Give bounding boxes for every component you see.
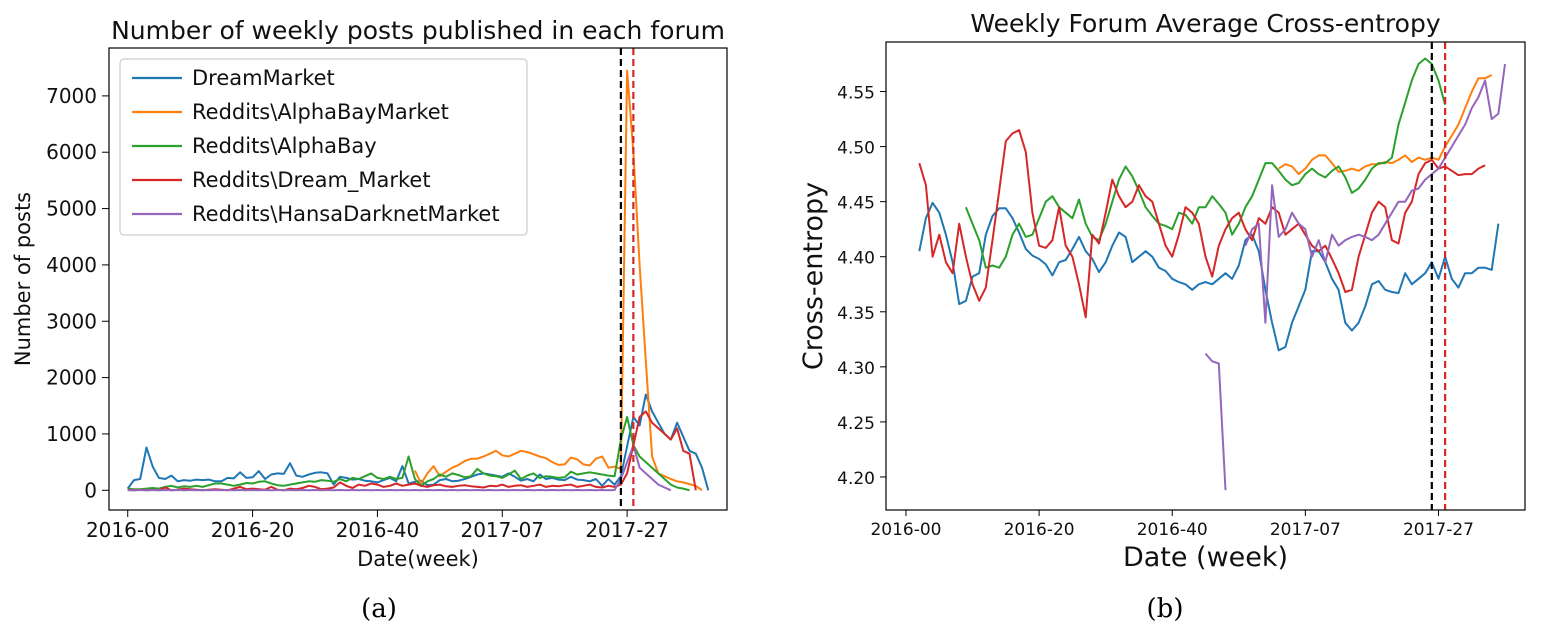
chart-a: Number of weekly posts published in each… bbox=[11, 16, 728, 624]
x-tick-label: 2016-20 bbox=[1004, 520, 1075, 540]
legend-entry: Reddits\AlphaBay bbox=[192, 134, 377, 158]
series-line-reddits-alphabay bbox=[127, 416, 690, 492]
legend-entry: Reddits\HansaDarknetMarket bbox=[192, 202, 500, 226]
chart-title: Number of weekly posts published in each… bbox=[111, 16, 725, 45]
series-line-series-3 bbox=[918, 129, 1486, 319]
y-axis-label: Cross-entropy bbox=[798, 182, 829, 370]
x-tick-label: 2016-00 bbox=[86, 518, 170, 542]
x-tick-label: 2017-27 bbox=[1403, 520, 1474, 540]
x-tick-label: 2016-40 bbox=[336, 518, 420, 542]
y-tick-label: 2000 bbox=[46, 366, 97, 390]
x-tick-label: 2016-40 bbox=[1137, 520, 1208, 540]
x-axis-label: Date (week) bbox=[1123, 542, 1288, 573]
legend-entry: DreamMarket bbox=[192, 66, 335, 90]
y-tick-label: 4.20 bbox=[837, 469, 875, 489]
axes-frame bbox=[885, 41, 1526, 511]
y-tick-label: 7000 bbox=[46, 84, 97, 108]
figure-caption: (a) bbox=[361, 594, 397, 624]
y-tick-label: 4.45 bbox=[837, 194, 875, 214]
y-tick-label: 4000 bbox=[46, 253, 97, 277]
figure-caption: (b) bbox=[1147, 594, 1184, 624]
legend-box bbox=[119, 58, 528, 236]
x-tick-label: 2016-20 bbox=[211, 518, 295, 542]
series-line-series-5 bbox=[1244, 63, 1506, 324]
y-tick-label: 0 bbox=[84, 478, 97, 502]
chart-b: Weekly Forum Average Cross-entropy 2016-0… bbox=[798, 9, 1526, 624]
y-axis-label: Number of posts bbox=[11, 192, 35, 366]
chart-title: Weekly Forum Average Cross-entropy bbox=[970, 9, 1440, 38]
x-tick-label: 2017-07 bbox=[1270, 520, 1341, 540]
series-line-series-2 bbox=[964, 57, 1447, 269]
y-tick-label: 6000 bbox=[46, 140, 97, 164]
axes-frame bbox=[108, 47, 728, 511]
plot-area bbox=[918, 57, 1506, 491]
y-tick-label: 4.25 bbox=[837, 414, 875, 434]
series-line-series-1 bbox=[1278, 74, 1493, 176]
y-tick-label: 1000 bbox=[46, 422, 97, 446]
x-tick-label: 2017-07 bbox=[460, 518, 544, 542]
legend-entry: Reddits\Dream_Market bbox=[192, 168, 431, 193]
y-tick-label: 4.40 bbox=[837, 249, 875, 269]
series-line-reddits-dream-market bbox=[127, 410, 697, 492]
series-line-reddits-hansadarknetmarket bbox=[127, 444, 672, 492]
y-tick-label: 4.55 bbox=[837, 84, 875, 104]
series-line-reddits-alphabaymarket bbox=[413, 69, 703, 492]
legend-entry: Reddits\AlphaBayMarket bbox=[192, 100, 449, 124]
y-tick-label: 5000 bbox=[46, 197, 97, 221]
series-line-series-4 bbox=[1204, 352, 1227, 491]
series-line-series-0 bbox=[918, 201, 1500, 352]
legend: DreamMarket Reddits\AlphaBayMarket Reddits… bbox=[119, 58, 528, 236]
y-tick-label: 4.30 bbox=[837, 359, 875, 379]
y-tick-label: 3000 bbox=[46, 309, 97, 333]
y-tick-label: 4.35 bbox=[837, 304, 875, 324]
x-tick-label: 2016-00 bbox=[870, 520, 941, 540]
x-tick-label: 2017-27 bbox=[585, 518, 669, 542]
x-axis-label: Date(week) bbox=[357, 547, 479, 571]
y-tick-label: 4.50 bbox=[837, 139, 875, 159]
plot-area bbox=[126, 69, 710, 492]
